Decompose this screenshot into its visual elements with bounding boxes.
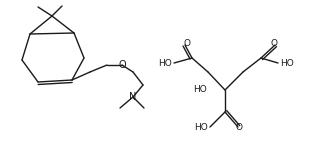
Text: O: O — [270, 39, 278, 47]
Text: HO: HO — [194, 122, 208, 132]
Text: N: N — [129, 92, 137, 102]
Text: O: O — [183, 39, 191, 47]
Text: HO: HO — [280, 58, 294, 68]
Text: HO: HO — [193, 86, 207, 94]
Text: O: O — [235, 123, 243, 133]
Text: HO: HO — [158, 58, 172, 68]
Text: O: O — [118, 60, 126, 70]
